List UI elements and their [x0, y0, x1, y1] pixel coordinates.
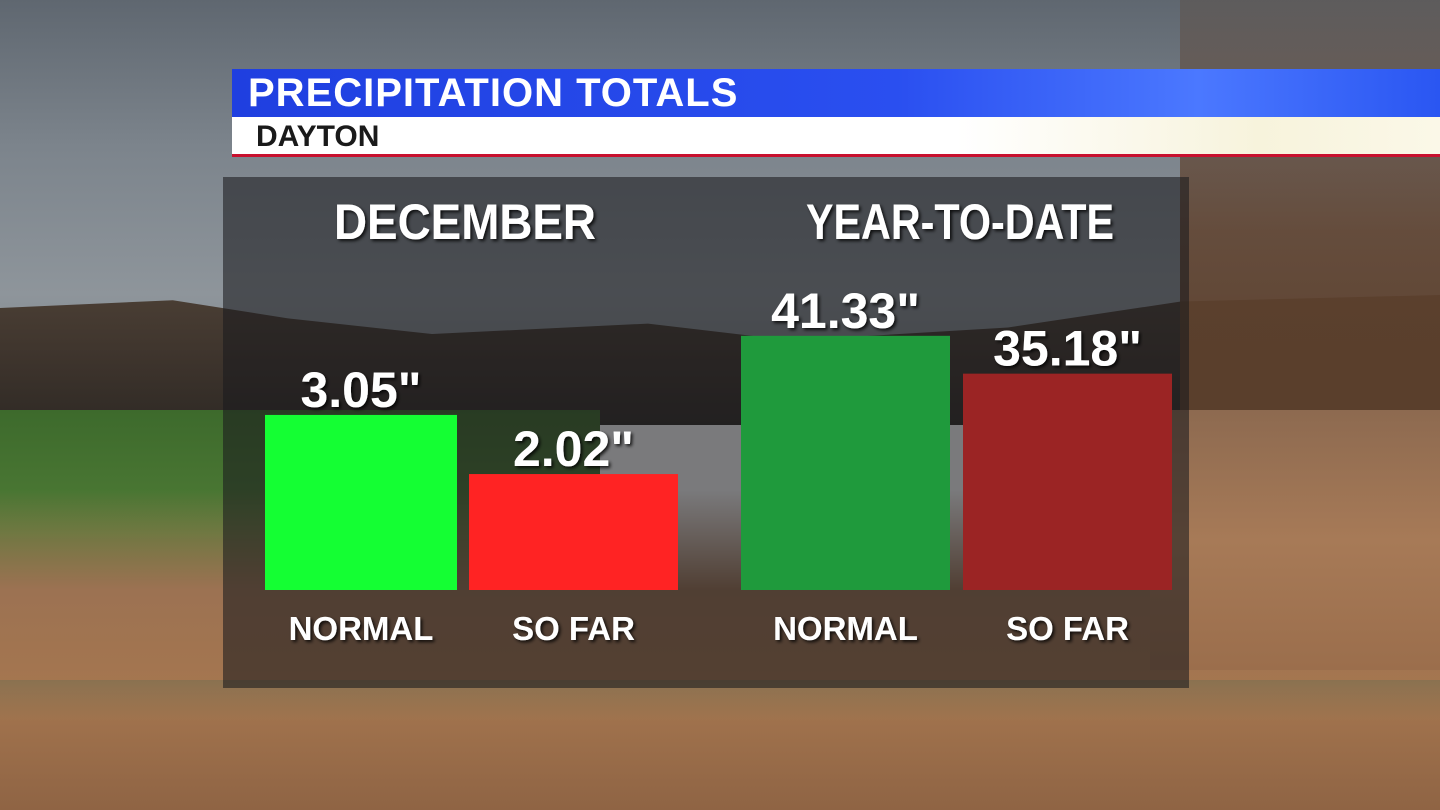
precipitation-chart: DECEMBER 3.05" NORMAL 2.02" SO FAR YEAR-TO-DA…: [265, 194, 1172, 647]
flood-water-right: [1150, 410, 1440, 670]
trees-right: [1180, 0, 1440, 420]
page-title: PRECIPITATION TOTALS: [248, 71, 739, 115]
title-banner: [232, 69, 1440, 117]
december-bar-so-far: [469, 474, 678, 590]
chart-panel: DECEMBER 3.05" NORMAL 2.02" SO FAR YEAR-TO-DA…: [223, 177, 1189, 688]
december-value-normal: 3.05": [300, 362, 421, 418]
december-category-so-far: SO FAR: [512, 610, 635, 647]
year-to-date-category-normal: NORMAL: [773, 610, 918, 647]
december-category-normal: NORMAL: [289, 610, 434, 647]
year-to-date-bar-so-far: [963, 373, 1172, 590]
location-subtitle: DAYTON: [256, 120, 380, 153]
year-to-date-bar-normal: [741, 335, 950, 590]
subtitle-banner: [232, 117, 1440, 157]
year-to-date-category-so-far: SO FAR: [1006, 610, 1129, 647]
december-bar-normal: [265, 414, 457, 590]
year-to-date-value-so-far: 35.18": [993, 321, 1142, 377]
december-value-so-far: 2.02": [513, 421, 634, 477]
year-to-date-value-normal: 41.33": [771, 283, 920, 339]
year-to-date-title: YEAR-TO-DATE: [806, 194, 1114, 250]
december-title: DECEMBER: [334, 194, 596, 250]
